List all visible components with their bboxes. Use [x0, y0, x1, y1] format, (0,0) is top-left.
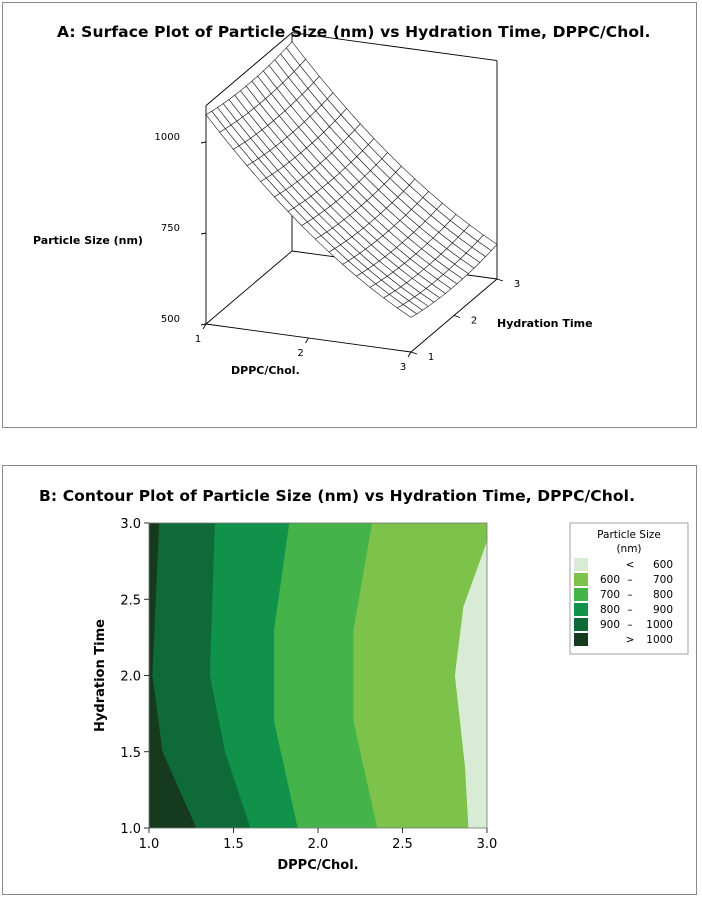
surface-plot-title: A: Surface Plot of Particle Size (nm) vs…	[57, 23, 651, 41]
contour-plot-title: B: Contour Plot of Particle Size (nm) vs…	[39, 487, 636, 505]
legend-label-low: 700	[600, 589, 620, 601]
legend-box	[569, 522, 689, 655]
legend-label-high: 700	[653, 574, 673, 586]
x-tick-label: 2.0	[308, 837, 329, 852]
contour-regions	[149, 523, 487, 828]
x-tick-mark	[407, 351, 412, 358]
x-tick-mark	[305, 337, 309, 344]
y-axis-label: Hydration Time	[497, 317, 593, 330]
x-tick-label: 2.5	[392, 837, 413, 852]
x-axis-label: DPPC/Chol.	[277, 858, 358, 873]
y-tick-mark	[453, 315, 461, 318]
surface-plot-svg: 1000 750 500 1 2 3 1 2 3 Particle Size (nm) DPPC/C…	[33, 32, 593, 377]
legend-label-op: –	[627, 604, 632, 616]
y-axis-label: Hydration Time	[93, 619, 108, 732]
x-axis-label: DPPC/Chol.	[231, 364, 300, 377]
legend-label-high: 600	[653, 559, 673, 571]
legend-label-op: –	[627, 619, 632, 631]
legend-label-high: 1000	[646, 634, 673, 646]
legend-label-op: –	[627, 589, 632, 601]
y-tick-mark	[496, 278, 504, 282]
x-tick-label: 1	[195, 334, 201, 345]
legend-swatch	[574, 618, 588, 631]
x-tick-label: 3	[400, 362, 406, 373]
box-edge	[205, 250, 293, 325]
legend-swatch	[574, 558, 588, 571]
y-tick-label: 2.0	[120, 670, 141, 685]
x-tick-label: 1.0	[139, 837, 160, 852]
legend-label-low: 600	[600, 574, 620, 586]
z-tick-label: 750	[161, 223, 180, 234]
surface-plot-panel: A: Surface Plot of Particle Size (nm) vs…	[2, 2, 697, 428]
legend-label-op: <	[626, 559, 635, 571]
z-tick-label: 1000	[155, 132, 180, 143]
y-tick-mark	[410, 351, 418, 355]
y-tick-label: 3	[514, 279, 520, 290]
y-tick-label: 2.5	[120, 593, 141, 608]
z-tick-label: 500	[161, 314, 180, 325]
y-tick-label: 1	[428, 352, 434, 363]
y-tick-label: 2	[471, 316, 477, 327]
legend-label-high: 1000	[646, 619, 673, 631]
x-tick-label: 3.0	[477, 837, 498, 852]
contour-plot-panel: B: Contour Plot of Particle Size (nm) vs…	[2, 465, 697, 895]
x-tick-mark	[202, 323, 207, 330]
legend-label-low: 900	[600, 619, 620, 631]
surface-cell	[396, 304, 418, 318]
legend-title-unit: (nm)	[616, 543, 641, 555]
z-tick-mark	[200, 141, 207, 144]
z-axis-label: Particle Size (nm)	[33, 234, 143, 247]
surface-mesh	[205, 41, 498, 318]
region-gt-1000	[149, 523, 197, 828]
legend-swatch	[574, 588, 588, 601]
legend-swatch	[574, 633, 588, 646]
legend-label-low: 800	[600, 604, 620, 616]
z-tick-mark	[200, 323, 207, 326]
box-edge	[205, 32, 293, 106]
legend: Particle Size(nm)< 600600–700700–800800–9…	[569, 522, 689, 655]
legend-swatch	[574, 603, 588, 616]
z-tick-mark	[200, 232, 207, 235]
legend-swatch	[574, 573, 588, 586]
contour-plot-svg: 1.0 1.5 2.0 2.5 3.0 3.0 2.5 2.0 1.5 1.0 DPPC/Chol.…	[93, 517, 689, 873]
y-tick-label: 1.5	[120, 746, 141, 761]
legend-title: Particle Size	[597, 529, 661, 541]
x-tick-label: 2	[297, 348, 303, 359]
legend-label-op: –	[627, 574, 632, 586]
y-tick-label: 1.0	[120, 822, 141, 837]
legend-label-high: 900	[653, 604, 673, 616]
x-tick-label: 1.5	[223, 837, 244, 852]
box-edge	[291, 32, 498, 62]
legend-label-op: >	[626, 634, 635, 646]
region-900-1000	[149, 523, 251, 828]
legend-label-high: 800	[653, 589, 673, 601]
y-tick-label: 3.0	[120, 517, 141, 532]
